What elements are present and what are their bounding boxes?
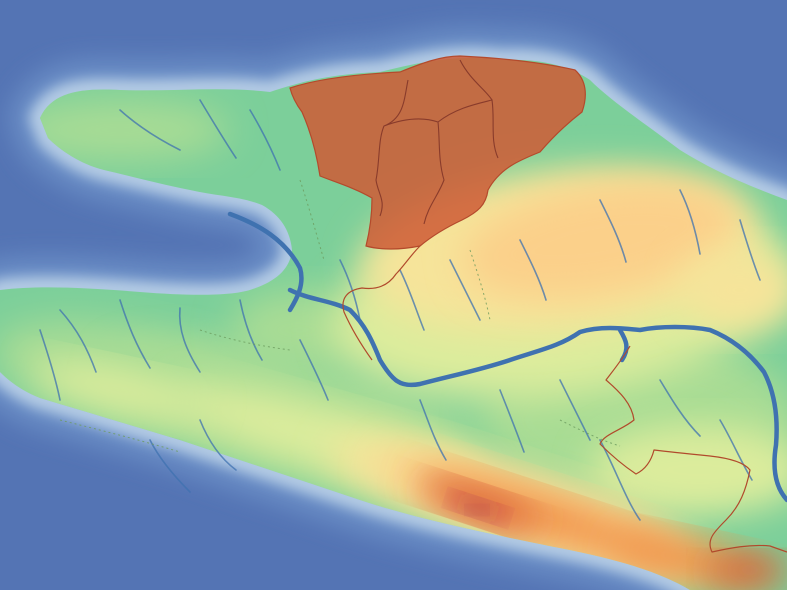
administrative-borders — [59, 179, 787, 553]
river-minor — [519, 239, 547, 301]
river-minor — [199, 419, 237, 471]
river-minor — [739, 219, 761, 281]
elevation-band — [10, 100, 230, 160]
river-minor — [119, 299, 151, 369]
elevation-band — [590, 425, 787, 515]
elevation-band — [31, 361, 209, 419]
river-minor — [559, 379, 591, 441]
elevation-band — [710, 556, 787, 584]
river-minor — [39, 329, 61, 401]
river-minor — [659, 379, 701, 437]
highlighted-region-shape[interactable] — [289, 55, 586, 250]
admin-border-minor — [469, 249, 491, 321]
river-minor — [399, 269, 425, 331]
admin-border — [342, 245, 421, 361]
river-minor — [419, 399, 447, 461]
river-major — [227, 211, 304, 313]
river-minor — [599, 199, 627, 263]
admin-border-minor — [559, 419, 621, 447]
river-minor — [449, 259, 481, 321]
elevation-band — [461, 180, 739, 300]
river-minor — [339, 259, 361, 321]
river-minor — [199, 99, 237, 159]
landmass — [0, 57, 787, 590]
admin-border — [599, 345, 787, 553]
admin-border-minor — [299, 179, 325, 261]
river-minor — [149, 439, 191, 493]
elevation-band — [230, 290, 370, 370]
river-minor — [299, 339, 329, 401]
highlighted-region[interactable] — [289, 55, 586, 250]
elevation-band — [680, 250, 787, 330]
river-minor — [178, 307, 201, 373]
river-minor — [59, 309, 97, 373]
highlighted-region-internal-borders — [375, 59, 499, 225]
river-minor — [679, 189, 701, 255]
admin-border-minor — [59, 419, 181, 453]
river-minor — [249, 109, 281, 171]
river-major — [287, 287, 787, 503]
river-minor — [119, 109, 181, 151]
river-minor — [499, 389, 525, 453]
elevation-bands — [0, 100, 787, 588]
admin-border-minor — [199, 329, 291, 351]
elevation-band — [469, 506, 485, 514]
river-minor — [239, 299, 263, 361]
rivers — [39, 99, 787, 521]
